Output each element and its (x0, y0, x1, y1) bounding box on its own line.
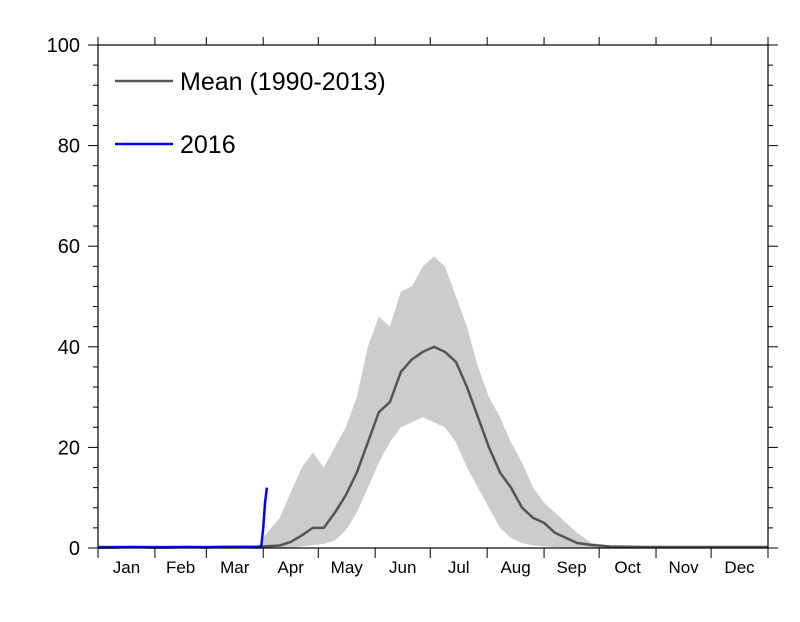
x-month-label: Jan (113, 558, 140, 577)
series-layer (98, 345, 768, 549)
x-month-label: Sep (556, 558, 586, 577)
y-tick-label: 0 (69, 538, 80, 560)
x-month-label: Feb (166, 558, 195, 577)
series-line-mean (98, 345, 768, 549)
axes-layer: 0 20 40 60 80 100 Jan Feb Mar Apr May Jun Jul Aug Sep O… (47, 35, 778, 577)
series-line-2016 (98, 487, 269, 549)
range-band-layer (263, 256, 647, 548)
y-tick-label: 20 (58, 437, 80, 459)
y-tick-label: 100 (47, 35, 80, 57)
x-month-label: Jul (448, 558, 470, 577)
range-band (263, 256, 647, 548)
x-month-label: Aug (500, 558, 530, 577)
legend: Mean (1990-2013) 2016 (115, 68, 386, 159)
x-month-label: Apr (278, 558, 305, 577)
y-tick-label: 80 (58, 136, 80, 158)
x-month-label: May (331, 558, 364, 577)
y-tick-label: 60 (58, 236, 80, 258)
x-month-label: Jun (389, 558, 416, 577)
x-month-label: Mar (220, 558, 250, 577)
x-month-label: Dec (724, 558, 755, 577)
y-tick-label: 40 (58, 337, 80, 359)
x-month-label: Oct (614, 558, 641, 577)
plot-frame (97, 44, 769, 549)
legend-label: Mean (1990-2013) (180, 68, 386, 96)
legend-label: 2016 (180, 131, 236, 159)
x-month-label: Nov (668, 558, 699, 577)
